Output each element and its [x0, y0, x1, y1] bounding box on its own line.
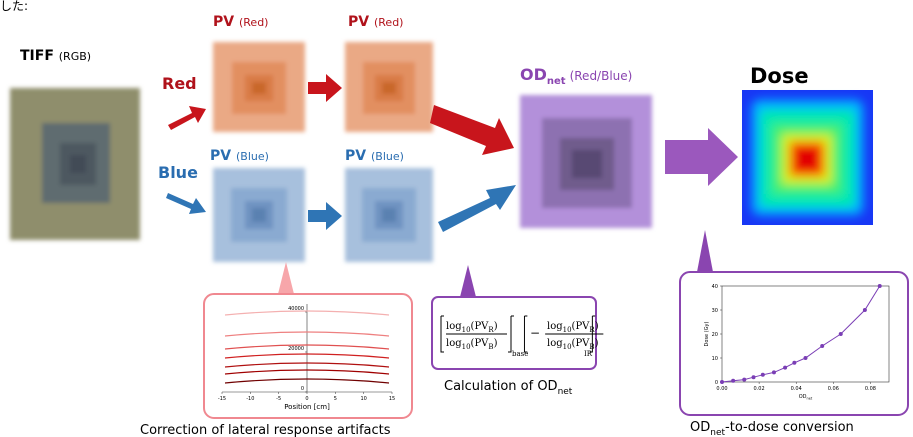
arrow — [308, 202, 342, 230]
x-axis-label-sub: net — [807, 397, 813, 401]
y-tick-label: 10 — [712, 356, 718, 362]
arrow — [166, 193, 206, 214]
arrow — [430, 105, 514, 155]
x-tick-label: 5 — [334, 396, 337, 402]
dose-point — [820, 344, 824, 348]
caption: Calculation of ODnet — [444, 379, 573, 397]
diagram: した: TIFF (RGB) Red Blue PV (Red) PV (Red… — [0, 0, 913, 437]
blue-label: Blue — [158, 163, 198, 182]
caption: Correction of lateral response artifacts — [140, 423, 391, 437]
formula-sub: base — [512, 350, 528, 358]
caption: ODnet-to-dose conversion — [690, 420, 854, 437]
x-tick-label: 0.00 — [716, 386, 727, 392]
dose-point — [878, 284, 882, 288]
y-tick-label: 20 — [712, 332, 718, 338]
y-tick-label: 0 — [715, 380, 718, 386]
corner-text: した: — [0, 0, 28, 13]
x-axis-label: OD — [799, 394, 807, 400]
x-tick-label: 0.08 — [865, 386, 876, 392]
pv-red-title: PV (Red) — [348, 14, 403, 30]
pv-blue-title: PV (Blue) — [210, 148, 269, 164]
dose-point — [761, 373, 765, 377]
conversion-box — [680, 272, 908, 415]
x-axis-label: Position [cm] — [284, 403, 330, 411]
dose-point — [720, 380, 724, 384]
y-tick-label: 30 — [712, 308, 718, 314]
od-title: ODnet(Red/Blue) — [520, 65, 632, 87]
x-tick-label: 0.02 — [754, 386, 765, 392]
dose-point — [804, 356, 808, 360]
dose-point — [783, 366, 787, 370]
tiff-title: TIFF (RGB) — [20, 48, 91, 64]
arrow — [308, 74, 342, 102]
dose-image — [742, 90, 873, 225]
formula-sub: IR — [584, 350, 593, 358]
x-tick-label: -10 — [246, 396, 254, 402]
dose-point — [792, 361, 796, 365]
tiff-image — [10, 88, 140, 240]
x-tick-label: 10 — [360, 396, 366, 402]
arrow — [438, 185, 516, 232]
dose-point — [863, 308, 867, 312]
x-tick-label: -15 — [218, 396, 226, 402]
dose-point — [772, 370, 776, 374]
dose-point — [742, 378, 746, 382]
arrow — [665, 128, 738, 186]
red-label: Red — [162, 74, 197, 93]
y-tick-label: 0 — [301, 386, 304, 392]
dose-point — [839, 332, 843, 336]
dose-title: Dose — [750, 64, 809, 88]
y-axis-label: Dose (Gy) — [704, 321, 710, 346]
pv-red-title: PV (Red) — [213, 14, 268, 30]
od-image — [520, 95, 652, 228]
pv-blue-title: PV (Blue) — [345, 148, 404, 164]
x-tick-label: 15 — [389, 396, 395, 402]
x-tick-label: 0 — [305, 396, 308, 402]
pointer — [460, 265, 476, 297]
dose-point — [731, 379, 735, 383]
y-tick-label: 40 — [712, 284, 718, 290]
x-tick-label: 0.04 — [791, 386, 802, 392]
arrow — [168, 106, 206, 130]
dose-point — [752, 375, 756, 379]
pointer — [278, 262, 294, 294]
y-tick-label: 20000 — [288, 346, 304, 352]
pointer — [697, 230, 713, 272]
formula-minus: − — [530, 326, 540, 340]
x-tick-label: -5 — [276, 396, 281, 402]
x-tick-label: 0.06 — [828, 386, 839, 392]
